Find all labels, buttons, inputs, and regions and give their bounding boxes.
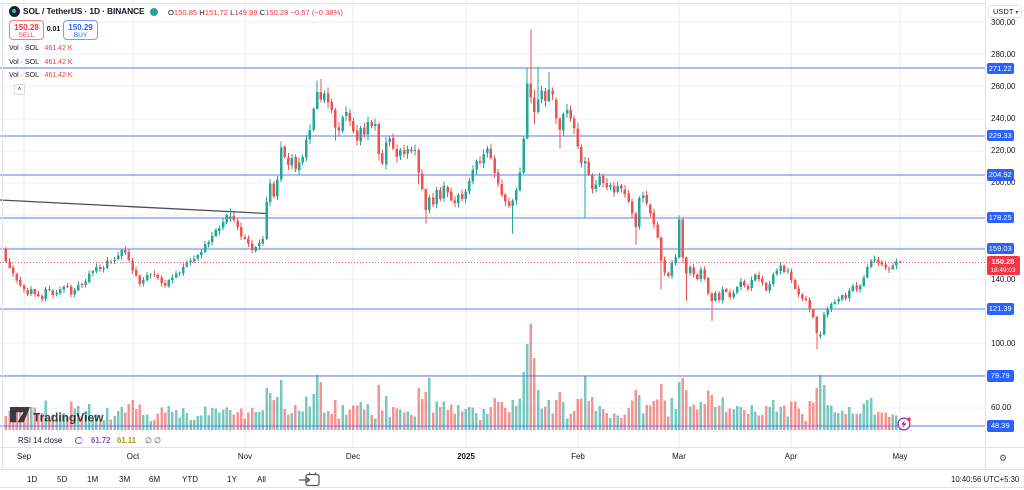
svg-text:TradingView: TradingView	[33, 411, 104, 425]
